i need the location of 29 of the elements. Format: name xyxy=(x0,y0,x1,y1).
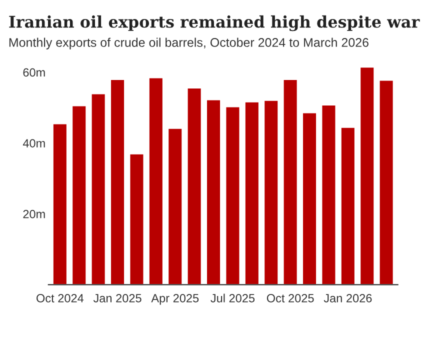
bar xyxy=(244,100,260,285)
y-tick-label: 40m xyxy=(22,139,45,148)
bar xyxy=(320,104,337,285)
bar xyxy=(263,100,280,285)
x-tick-label: Oct 2025 xyxy=(266,294,314,302)
chart-title: Iranian oil exports remained high despite war xyxy=(9,15,420,32)
bar xyxy=(224,106,241,285)
bar xyxy=(282,78,298,285)
chart-subtitle: Monthly exports of crude oil barrels, October 2024 to March 2026 xyxy=(9,38,368,50)
bar xyxy=(90,92,106,285)
bar xyxy=(52,122,68,285)
bar xyxy=(148,76,164,285)
bar xyxy=(110,78,126,285)
bar xyxy=(128,152,145,285)
x-tick-label: Jan 2025 xyxy=(93,294,142,302)
x-tick-label: Oct 2024 xyxy=(36,294,84,302)
bar xyxy=(378,79,394,285)
bar xyxy=(186,87,202,285)
x-tick-label: Jul 2025 xyxy=(210,294,255,302)
bar xyxy=(302,112,318,285)
bar xyxy=(167,128,184,285)
bar xyxy=(71,104,88,285)
y-tick-label: 60m xyxy=(23,68,45,77)
y-tick-label: 20m xyxy=(23,210,45,218)
bar xyxy=(206,98,222,285)
bar xyxy=(340,126,356,285)
x-tick-label: Apr 2025 xyxy=(151,294,199,305)
x-tick-label: Jan 2026 xyxy=(324,294,372,302)
bar xyxy=(359,66,376,285)
